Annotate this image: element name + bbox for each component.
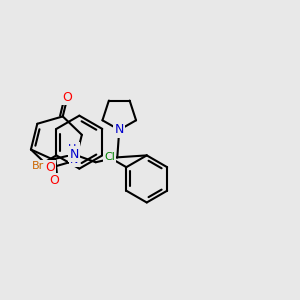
Text: H: H (68, 143, 76, 154)
Text: O: O (50, 174, 59, 188)
Text: H
N: H N (70, 144, 78, 165)
Text: Br: Br (32, 161, 44, 171)
Text: N: N (115, 123, 124, 136)
Text: O: O (45, 161, 55, 174)
Text: N: N (69, 148, 79, 161)
Text: O: O (62, 91, 72, 104)
Text: Cl: Cl (104, 152, 115, 162)
